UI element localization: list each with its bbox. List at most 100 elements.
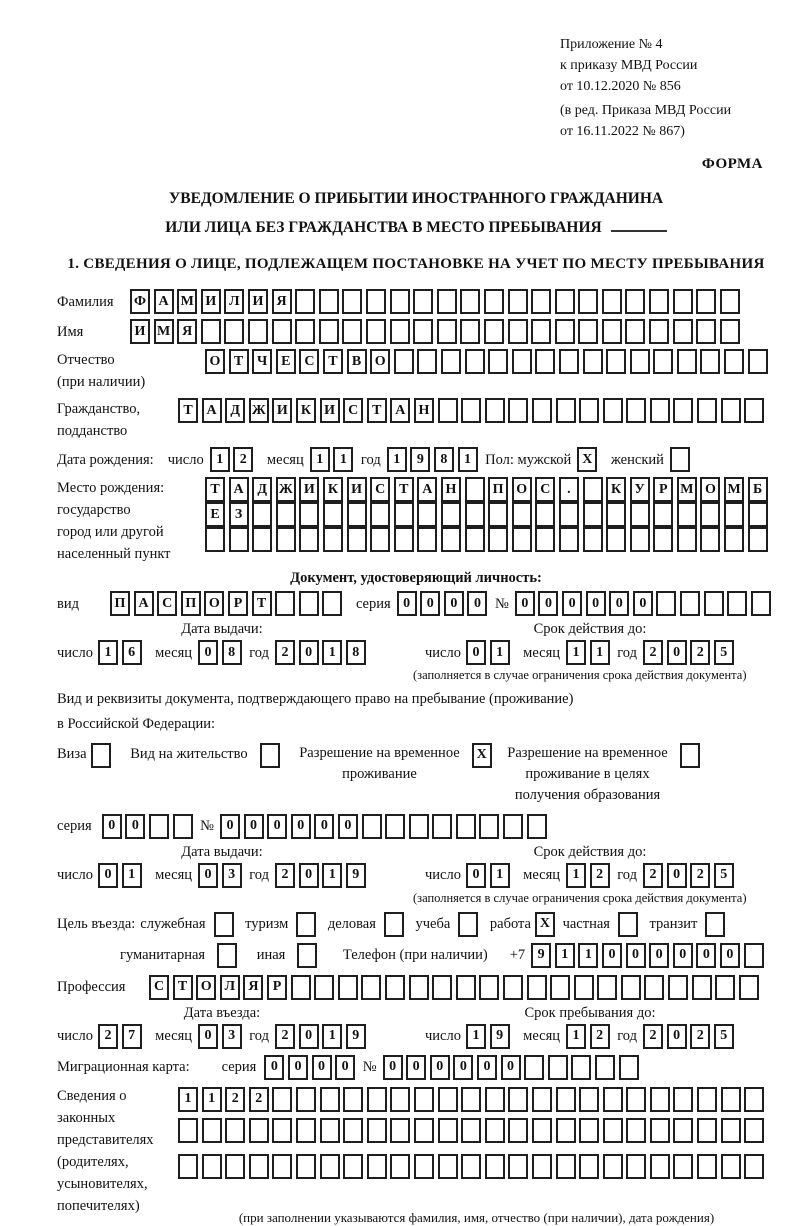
form-cell[interactable] [606, 527, 627, 553]
form-cell[interactable]: К [295, 398, 316, 424]
form-cell[interactable]: И [346, 477, 367, 503]
form-cell[interactable] [440, 527, 461, 553]
form-cell[interactable] [554, 319, 575, 345]
form-cell[interactable] [715, 974, 736, 1000]
form-cell[interactable] [295, 1086, 316, 1112]
form-cell[interactable]: 0 [311, 1054, 332, 1080]
form-cell[interactable] [271, 319, 292, 345]
form-cell[interactable] [672, 319, 693, 345]
form-cell[interactable]: Т [251, 591, 272, 617]
form-cell[interactable]: 1 [333, 447, 354, 473]
form-cell[interactable] [602, 1153, 623, 1179]
form-cell[interactable] [455, 974, 476, 1000]
form-cell[interactable]: 0 [198, 640, 219, 666]
form-cell[interactable] [322, 527, 343, 553]
form-cell[interactable]: 0 [476, 1054, 497, 1080]
form-cell[interactable]: 6 [121, 640, 142, 666]
form-cell[interactable] [507, 319, 528, 345]
form-cell[interactable] [594, 1054, 615, 1080]
form-cell[interactable]: 0 [666, 862, 687, 888]
form-cell[interactable]: 0 [243, 813, 264, 839]
form-cell[interactable] [720, 1153, 741, 1179]
form-cell[interactable] [252, 527, 273, 553]
form-cell[interactable] [673, 1153, 694, 1179]
form-cell[interactable] [697, 1086, 718, 1112]
form-cell[interactable]: 2 [690, 862, 711, 888]
form-cell[interactable] [408, 813, 429, 839]
form-cell[interactable] [526, 974, 547, 1000]
form-cell[interactable]: С [157, 591, 178, 617]
form-cell[interactable] [617, 911, 638, 937]
form-cell[interactable] [299, 502, 320, 528]
form-cell[interactable] [691, 974, 712, 1000]
form-cell[interactable] [343, 1153, 364, 1179]
form-cell[interactable] [700, 527, 721, 553]
form-cell[interactable] [508, 1153, 529, 1179]
form-cell[interactable]: 0 [420, 591, 441, 617]
form-cell[interactable] [437, 1086, 458, 1112]
form-cell[interactable] [724, 502, 745, 528]
form-cell[interactable]: Т [228, 349, 249, 375]
form-cell[interactable] [558, 527, 579, 553]
form-cell[interactable] [322, 591, 343, 617]
form-cell[interactable]: 1 [322, 862, 343, 888]
form-cell[interactable] [719, 289, 740, 315]
form-cell[interactable] [172, 813, 193, 839]
form-cell[interactable]: Р [227, 591, 248, 617]
form-cell[interactable]: 1 [465, 1023, 486, 1049]
form-cell[interactable] [483, 289, 504, 315]
form-cell[interactable] [700, 502, 721, 528]
form-cell[interactable] [724, 527, 745, 553]
form-cell[interactable] [201, 1117, 222, 1143]
form-cell[interactable]: 0 [538, 591, 559, 617]
form-cell[interactable] [507, 289, 528, 315]
form-cell[interactable] [440, 349, 461, 375]
form-cell[interactable]: Т [322, 349, 343, 375]
form-cell[interactable]: 0 [696, 942, 717, 968]
form-cell[interactable]: 1 [589, 640, 610, 666]
form-cell[interactable]: 0 [465, 640, 486, 666]
form-cell[interactable] [697, 1117, 718, 1143]
form-cell[interactable] [676, 502, 697, 528]
form-cell[interactable]: 0 [649, 942, 670, 968]
form-cell[interactable] [200, 319, 221, 345]
form-cell[interactable]: А [153, 289, 174, 315]
form-cell[interactable]: И [200, 289, 221, 315]
form-cell[interactable]: Н [440, 477, 461, 503]
form-cell[interactable]: А [201, 398, 222, 424]
form-cell[interactable] [524, 1054, 545, 1080]
form-cell[interactable] [228, 527, 249, 553]
form-cell[interactable]: 2 [643, 640, 663, 666]
form-cell[interactable] [461, 398, 482, 424]
form-cell[interactable] [390, 1117, 411, 1143]
form-cell[interactable]: . [558, 477, 579, 503]
form-cell[interactable] [743, 942, 764, 968]
form-cell[interactable] [343, 1086, 364, 1112]
form-cell[interactable] [626, 398, 647, 424]
form-cell[interactable] [295, 1153, 316, 1179]
form-cell[interactable]: Е [205, 502, 225, 528]
form-cell[interactable]: 8 [345, 640, 366, 666]
form-cell[interactable]: О [511, 477, 532, 503]
form-cell[interactable] [413, 319, 434, 345]
form-cell[interactable] [703, 591, 724, 617]
form-cell[interactable]: 2 [248, 1086, 269, 1112]
form-cell[interactable] [535, 349, 556, 375]
form-cell[interactable]: 0 [314, 813, 335, 839]
form-cell[interactable] [511, 502, 532, 528]
form-cell[interactable]: 0 [601, 942, 622, 968]
form-cell[interactable]: 0 [337, 813, 358, 839]
form-cell[interactable] [738, 974, 759, 1000]
form-cell[interactable]: О [204, 591, 225, 617]
form-cell[interactable] [461, 1117, 482, 1143]
form-cell[interactable] [582, 349, 603, 375]
form-cell[interactable] [644, 974, 665, 1000]
form-cell[interactable] [346, 527, 367, 553]
form-cell[interactable] [602, 1086, 623, 1112]
form-cell[interactable]: И [130, 319, 150, 345]
form-cell[interactable] [346, 502, 367, 528]
form-cell[interactable] [479, 813, 500, 839]
form-cell[interactable]: 5 [713, 640, 734, 666]
form-cell[interactable] [479, 974, 500, 1000]
form-cell[interactable] [483, 319, 504, 345]
